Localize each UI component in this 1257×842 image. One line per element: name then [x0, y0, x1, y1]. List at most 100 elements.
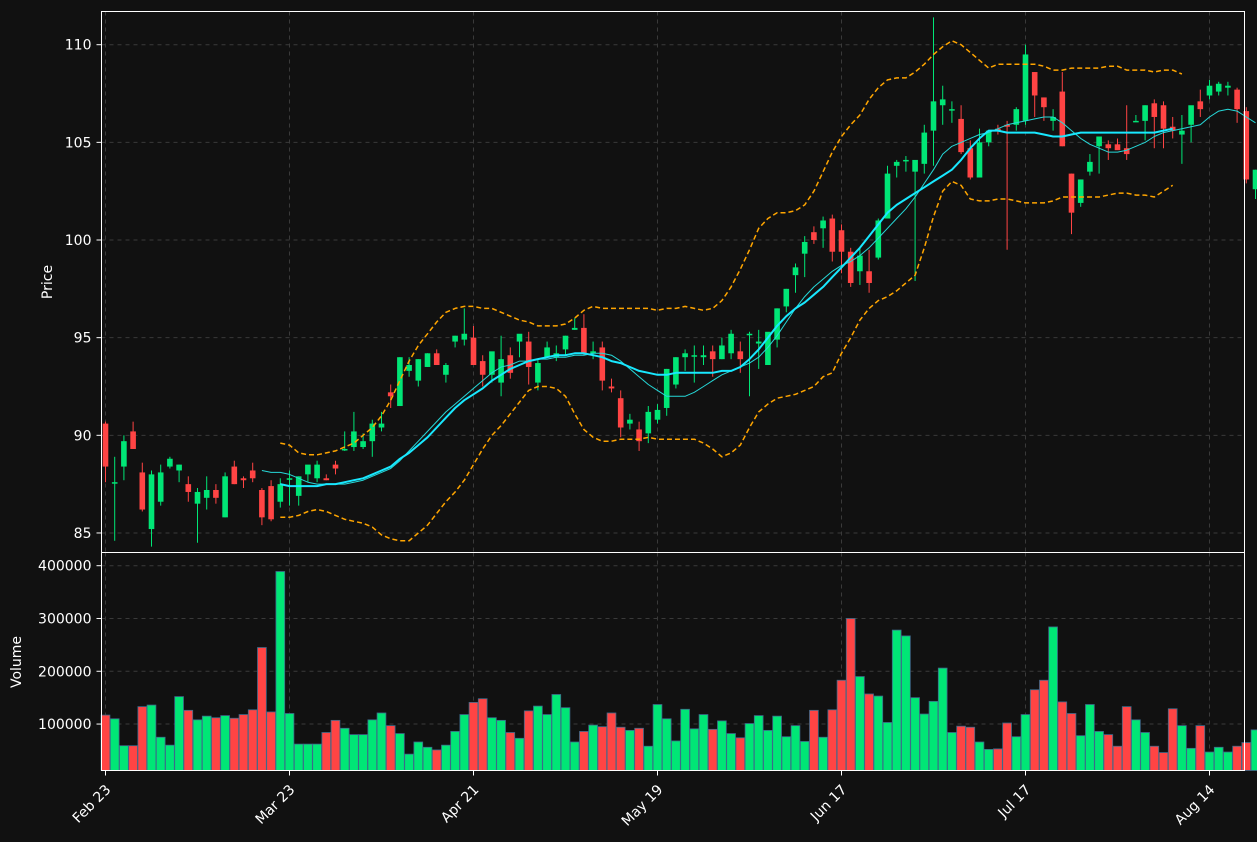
- volume-bar: [919, 713, 930, 771]
- volume-bar: [1075, 735, 1086, 771]
- volume-bar: [533, 705, 543, 771]
- candle-body: [903, 159, 909, 162]
- candle-body: [1252, 169, 1257, 190]
- volume-bar: [284, 713, 295, 771]
- volume-bar: [339, 727, 350, 771]
- candle-body: [535, 363, 541, 383]
- candle-body: [1013, 109, 1020, 125]
- candle-body: [1096, 136, 1102, 147]
- candle-body: [489, 351, 495, 375]
- candle-body: [1068, 173, 1075, 213]
- volume-bar: [1085, 704, 1095, 771]
- candle-body: [967, 148, 974, 178]
- volume-bar: [901, 635, 911, 771]
- volume-bar: [468, 702, 479, 771]
- volume-bar: [1002, 722, 1012, 771]
- candle-body: [673, 357, 679, 385]
- candle-body: [783, 288, 790, 307]
- volume-bar: [385, 725, 396, 771]
- volume-bar: [321, 732, 332, 771]
- volume-bar: [597, 726, 608, 771]
- candle-body: [452, 335, 458, 342]
- volume-bar: [1020, 714, 1031, 771]
- price-tick-label: 100: [65, 233, 92, 249]
- volume-bar: [266, 711, 276, 771]
- candle-body: [829, 218, 836, 252]
- candle-body: [1114, 144, 1121, 151]
- candle-body: [847, 251, 854, 283]
- volume-bar: [211, 717, 221, 771]
- candle-body: [1179, 130, 1185, 135]
- candle-body: [507, 355, 514, 373]
- candle-body: [709, 351, 716, 360]
- volume-bar: [1213, 746, 1224, 771]
- volume-bar: [1167, 708, 1178, 771]
- candle-body: [369, 423, 376, 442]
- candle-body: [102, 423, 109, 467]
- volume-bar: [680, 708, 690, 771]
- volume-bar: [293, 743, 304, 771]
- volume-bar: [349, 734, 359, 771]
- volume-bar: [422, 746, 433, 771]
- candle-body: [176, 464, 182, 471]
- candle-body: [470, 337, 477, 366]
- candle-body: [387, 392, 394, 397]
- candle-body: [277, 484, 284, 502]
- volume-bar: [947, 732, 957, 771]
- volume-bar: [247, 709, 258, 771]
- candle-body: [157, 472, 164, 502]
- candle-body: [562, 335, 569, 350]
- volume-bar: [1103, 734, 1114, 771]
- volume-bar: [569, 741, 580, 771]
- volume-bar: [523, 710, 534, 771]
- volume-bar: [1112, 745, 1123, 771]
- volume-bar: [119, 745, 129, 771]
- volume-tick-label: 200000: [38, 664, 91, 680]
- volume-bar: [330, 719, 341, 771]
- candle-body: [1041, 97, 1047, 108]
- volume-bar: [606, 712, 617, 771]
- ma-fast-line: [261, 108, 1256, 485]
- candle-body: [1004, 124, 1010, 127]
- candle-body: [921, 132, 928, 164]
- price-tick-label: 95: [74, 331, 92, 347]
- volume-bar: [1057, 701, 1068, 771]
- volume-bar: [1250, 729, 1257, 771]
- candle-body: [571, 327, 578, 330]
- volume-y-axis: 100000 200000 300000 400000: [38, 559, 102, 733]
- candle-body: [1050, 116, 1056, 121]
- candle-body: [792, 267, 799, 276]
- candle-body: [958, 118, 964, 153]
- candle-body: [857, 255, 863, 272]
- candle-body: [1133, 120, 1139, 123]
- candle-body: [424, 353, 431, 367]
- candle-body: [893, 161, 900, 166]
- candle-body: [811, 232, 817, 241]
- candle-body: [516, 333, 523, 342]
- volume-bar: [155, 736, 166, 771]
- candle-body: [323, 478, 330, 481]
- volume-bar: [588, 724, 598, 771]
- candle-body: [268, 486, 274, 520]
- candle-body: [746, 333, 753, 336]
- volume-bar: [790, 725, 801, 771]
- candle-body: [930, 101, 937, 131]
- candle-body: [1188, 105, 1194, 125]
- volume-bar: [726, 733, 736, 771]
- volume-bar: [891, 629, 902, 771]
- candle-body: [608, 386, 615, 389]
- candle-body: [645, 411, 652, 434]
- candle-body: [728, 333, 734, 354]
- volume-bar: [431, 749, 442, 771]
- volume-bar: [956, 725, 966, 771]
- volume-bar: [809, 709, 819, 771]
- candle-body: [148, 474, 155, 530]
- candle-body: [599, 347, 606, 381]
- candle-body: [820, 220, 826, 229]
- volume-bar: [146, 704, 157, 771]
- candle-body: [231, 466, 238, 485]
- candle-body: [1169, 126, 1176, 131]
- candle-body: [433, 353, 440, 366]
- candle-body: [719, 345, 725, 360]
